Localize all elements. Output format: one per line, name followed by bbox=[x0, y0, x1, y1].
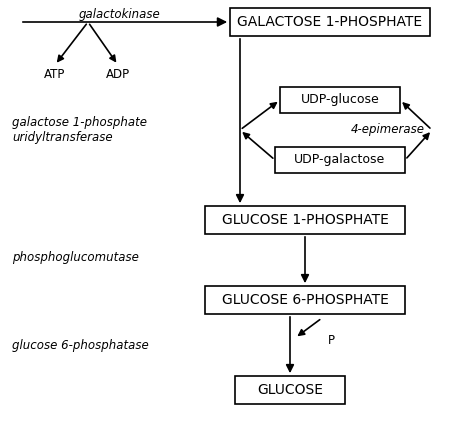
Text: phosphoglucomutase: phosphoglucomutase bbox=[12, 251, 139, 265]
Text: GLUCOSE: GLUCOSE bbox=[257, 383, 323, 397]
FancyBboxPatch shape bbox=[205, 286, 405, 314]
Text: ATP: ATP bbox=[44, 68, 66, 81]
Text: 4-epimerase: 4-epimerase bbox=[351, 124, 425, 137]
FancyBboxPatch shape bbox=[280, 87, 400, 113]
FancyBboxPatch shape bbox=[275, 147, 405, 173]
Text: GALACTOSE 1-PHOSPHATE: GALACTOSE 1-PHOSPHATE bbox=[237, 15, 422, 29]
Text: GLUCOSE 1-PHOSPHATE: GLUCOSE 1-PHOSPHATE bbox=[221, 213, 388, 227]
Text: galactose 1-phosphate
uridyltransferase: galactose 1-phosphate uridyltransferase bbox=[12, 116, 147, 144]
Text: glucose 6-phosphatase: glucose 6-phosphatase bbox=[12, 339, 149, 352]
FancyBboxPatch shape bbox=[235, 376, 345, 404]
FancyBboxPatch shape bbox=[230, 8, 430, 36]
FancyBboxPatch shape bbox=[205, 206, 405, 234]
Text: GLUCOSE 6-PHOSPHATE: GLUCOSE 6-PHOSPHATE bbox=[221, 293, 388, 307]
Text: P: P bbox=[328, 333, 335, 346]
Text: UDP-glucose: UDP-glucose bbox=[301, 93, 379, 106]
Text: UDP-galactose: UDP-galactose bbox=[294, 153, 386, 166]
Text: galactokinase: galactokinase bbox=[79, 8, 161, 21]
Text: ADP: ADP bbox=[106, 68, 130, 81]
